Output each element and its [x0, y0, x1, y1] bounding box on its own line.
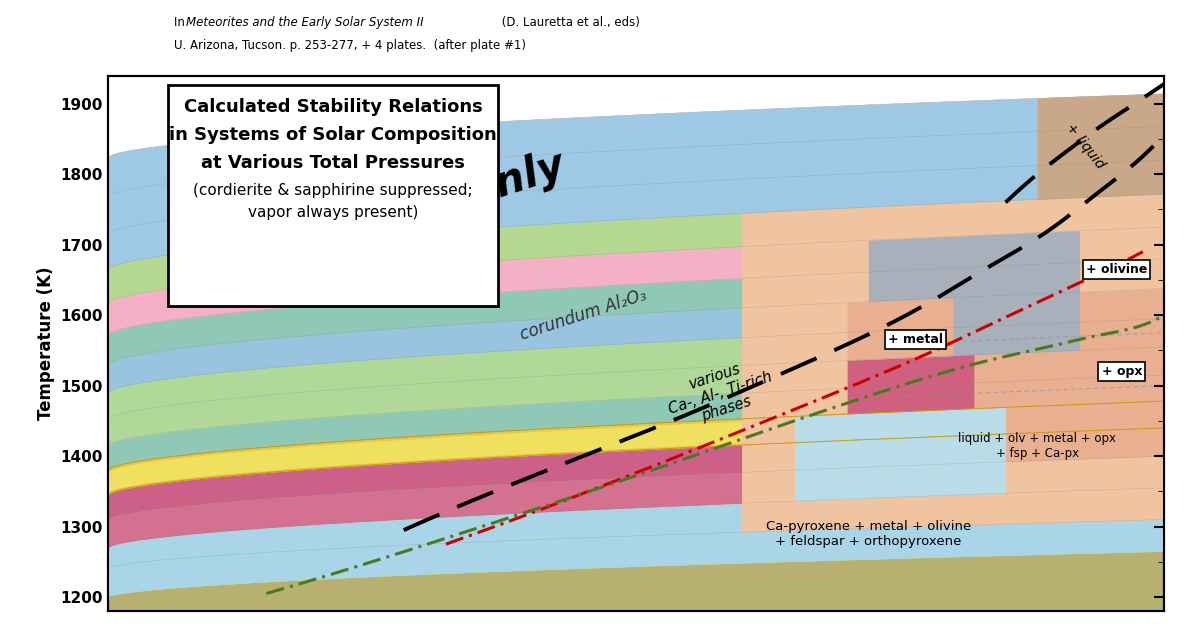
Text: U. Arizona, Tucson. p. 253-277, + 4 plates.  (after plate #1): U. Arizona, Tucson. p. 253-277, + 4 plat… [174, 39, 526, 52]
Text: liquid + olv + metal + opx
+ fsp + Ca-px: liquid + olv + metal + opx + fsp + Ca-px [959, 432, 1116, 459]
Text: Ca-pyroxene + metal + olivine
+ feldspar + orthopyroxene: Ca-pyroxene + metal + olivine + feldspar… [766, 520, 971, 547]
Text: corundum Al₂O₃: corundum Al₂O₃ [517, 286, 649, 344]
Text: in Systems of Solar Composition: in Systems of Solar Composition [169, 126, 497, 144]
Text: (cordierite & sapphirine suppressed;: (cordierite & sapphirine suppressed; [193, 183, 473, 198]
Text: + metal: + metal [888, 333, 943, 347]
Text: + olivine: + olivine [1086, 263, 1147, 276]
Text: at Various Total Pressures: at Various Total Pressures [202, 154, 464, 173]
Text: vapor only: vapor only [322, 144, 570, 261]
Text: Meteorites and the Early Solar System II: Meteorites and the Early Solar System II [186, 16, 424, 29]
Text: + opx: + opx [1102, 365, 1142, 378]
Text: + liquid: + liquid [1063, 120, 1106, 171]
Text: Calculated Stability Relations: Calculated Stability Relations [184, 98, 482, 116]
Text: In: In [174, 16, 188, 29]
Y-axis label: Temperature (K): Temperature (K) [37, 266, 55, 420]
Text: (D. Lauretta et al., eds): (D. Lauretta et al., eds) [498, 16, 640, 29]
Text: various
Ca-, Al-, Ti-rich
phases: various Ca-, Al-, Ti-rich phases [661, 352, 780, 433]
Text: vapor always present): vapor always present) [248, 205, 418, 220]
